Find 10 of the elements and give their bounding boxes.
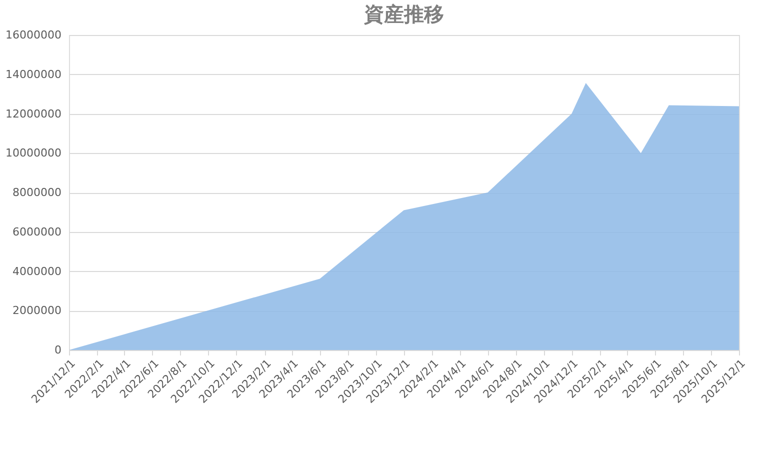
y-tick-label: 4000000 (12, 264, 62, 278)
y-tick-label: 8000000 (12, 186, 62, 199)
chart-title: 資産推移 (363, 2, 444, 26)
y-tick-label: 12000000 (6, 107, 62, 120)
y-tick-label: 6000000 (12, 225, 62, 238)
y-tick-label: 2000000 (12, 304, 62, 318)
y-tick-label: 0 (54, 344, 62, 356)
y-tick-label: 10000000 (6, 146, 62, 160)
y-tick-label: 14000000 (6, 68, 62, 81)
y-tick-label: 16000000 (6, 28, 62, 42)
